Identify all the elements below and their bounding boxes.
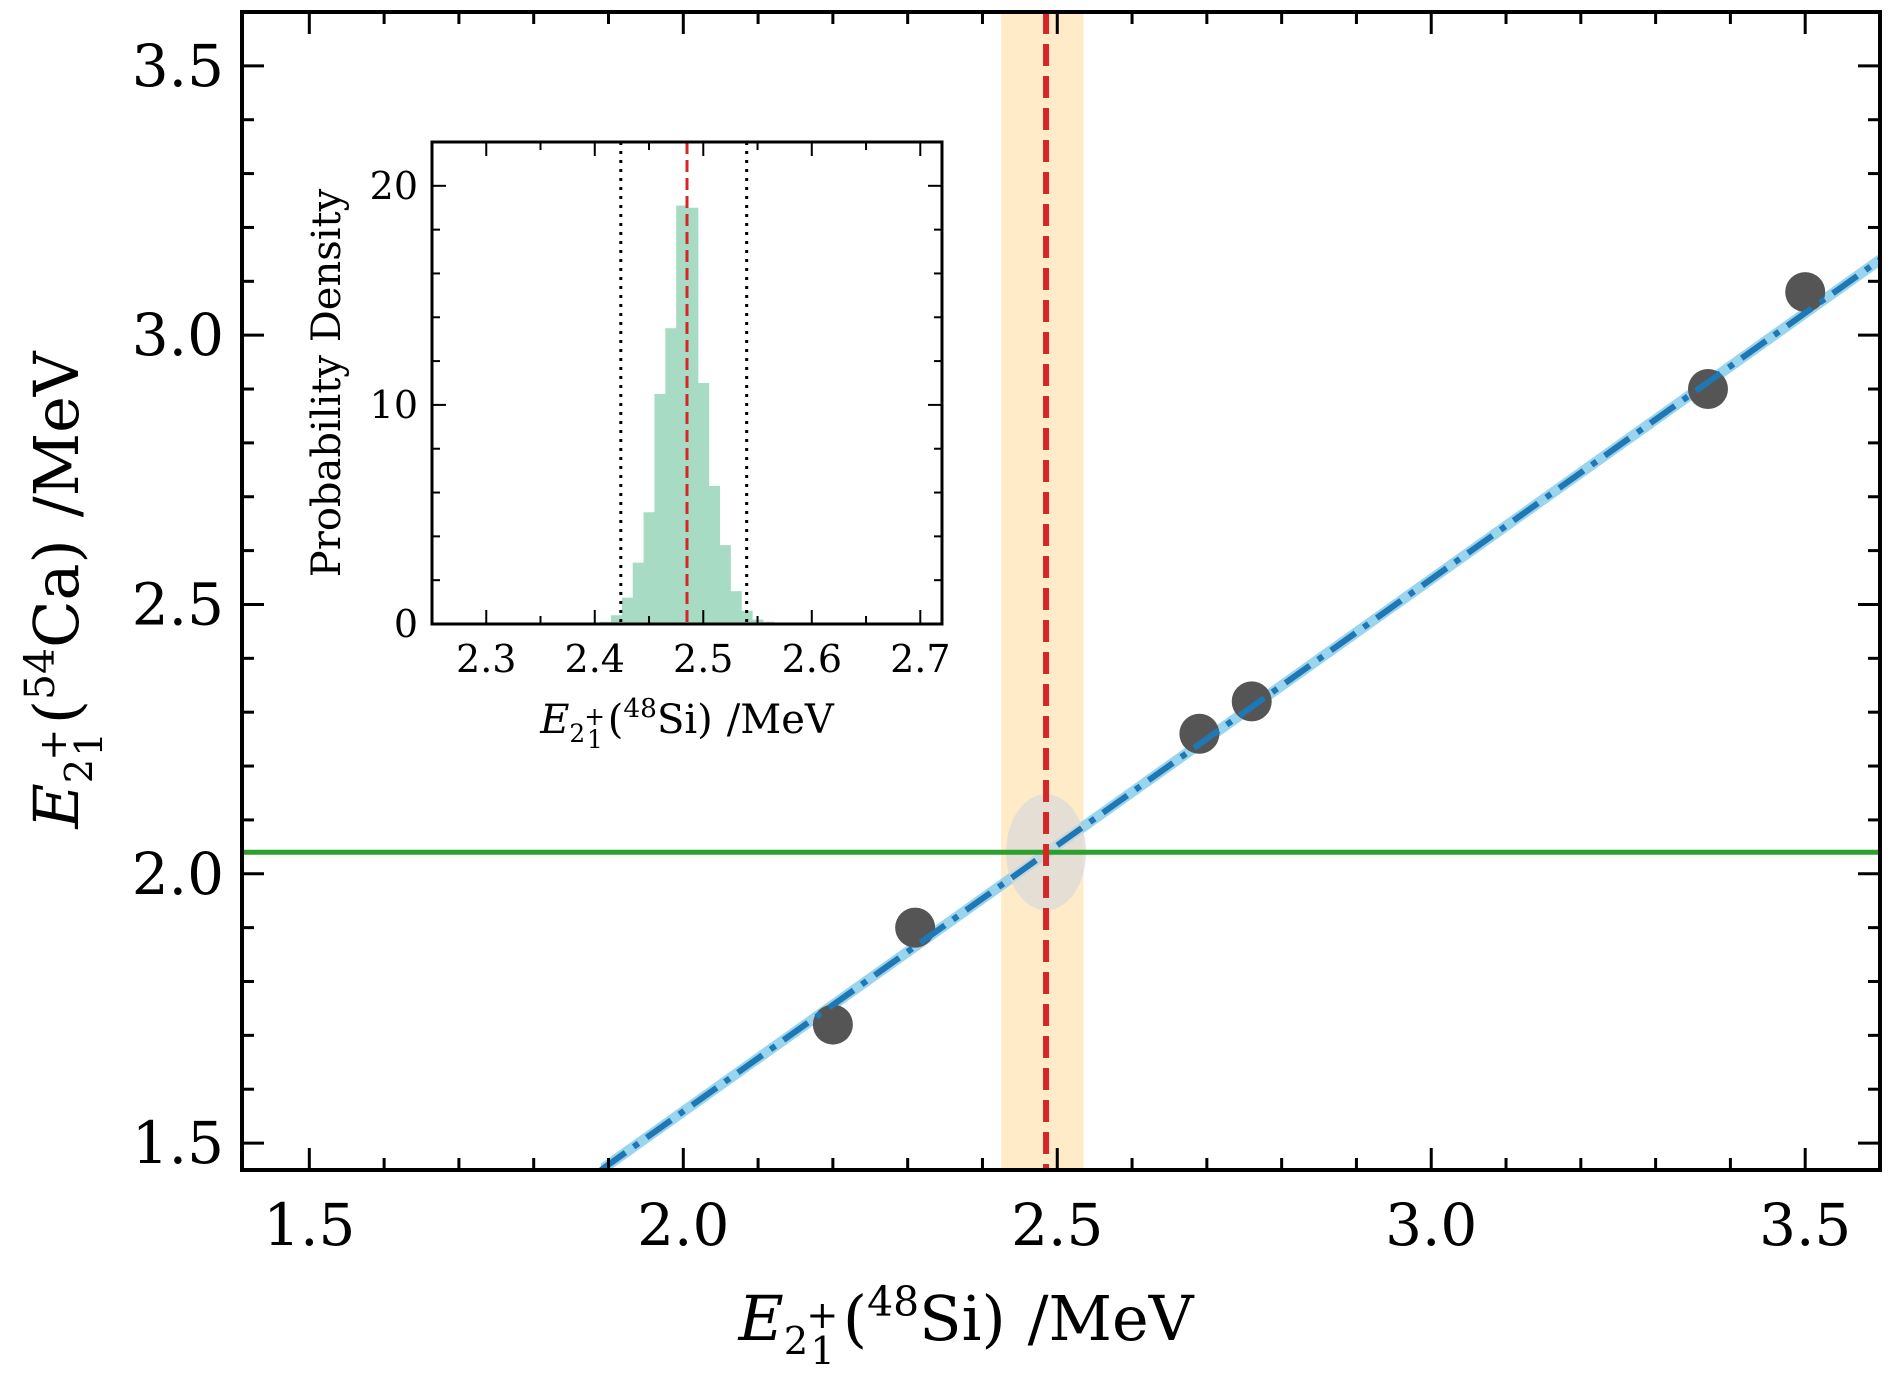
main-plot-area (242, 12, 1880, 1170)
inset-plot: 2.3 2.4 2.5 2.6 2.7 0 10 20 E2+ 1 (48Si)/MeV Prob… (304, 140, 951, 754)
main-x-axis-label: E2+ 1 (48Si)/MeV (738, 1278, 1195, 1374)
histogram-bar (665, 328, 677, 624)
inset-y-tick-label: 0 (394, 602, 418, 646)
vertical-uncertainty-band (1001, 12, 1084, 1170)
inset-x-tick-label: 2.6 (782, 637, 842, 681)
x-tick-label: 1.5 (263, 1191, 355, 1259)
histogram-bar (697, 383, 710, 624)
inset-x-tick-label: 2.7 (890, 637, 950, 681)
histogram-bar (632, 562, 645, 624)
y-tick-label: 1.5 (132, 1109, 224, 1177)
inset-tick-labels: 2.3 2.4 2.5 2.6 2.7 0 10 20 (370, 164, 951, 681)
histogram-bar (730, 591, 742, 624)
y-tick-label: 2.0 (132, 840, 224, 908)
histogram-bar (654, 393, 666, 624)
inset-y-tick-label: 20 (370, 164, 418, 208)
inset-x-tick-label: 2.4 (565, 637, 625, 681)
data-point (1179, 713, 1220, 754)
data-point (1231, 681, 1272, 722)
y-tick-label: 3.5 (132, 32, 224, 100)
inset-x-tick-label: 2.3 (456, 637, 516, 681)
data-point (1687, 369, 1728, 410)
inset-x-tick-label: 2.5 (673, 637, 733, 681)
main-plot: 1.5 2.0 2.5 3.0 3.5 1.5 2.0 2.5 3.0 3.5 E2+ 1 (48Si… (16, 10, 1882, 1374)
inset-x-axis-label: E2+ 1 (48Si)/MeV (539, 693, 835, 754)
inset-plot-area (600, 142, 775, 624)
inset-y-axis-label: Probability Density (304, 188, 350, 577)
histogram-bar (676, 205, 688, 624)
y-tick-label: 2.5 (132, 570, 224, 638)
main-y-axis-label: E2+1(54Ca)/MeV (16, 350, 112, 829)
data-point (1785, 272, 1826, 313)
main-plot-frame (240, 10, 1882, 1172)
y-tick-label: 3.0 (132, 301, 224, 369)
fit-line (599, 257, 1880, 1170)
histogram-bar (611, 615, 623, 624)
main-tick-labels: 1.5 2.0 2.5 3.0 3.5 1.5 2.0 2.5 3.0 3.5 (132, 32, 1852, 1259)
histogram-bar (719, 545, 731, 624)
histogram-bar (687, 207, 699, 624)
histogram-bar (643, 512, 655, 624)
x-tick-label: 3.5 (1759, 1191, 1851, 1259)
histogram-bar (708, 485, 721, 624)
x-tick-label: 3.0 (1385, 1191, 1477, 1259)
data-point (812, 1004, 853, 1045)
inset-y-tick-label: 10 (370, 383, 418, 427)
x-tick-label: 2.0 (637, 1191, 729, 1259)
inset-plot-frame (430, 140, 944, 626)
histogram-bar (621, 597, 634, 624)
x-tick-label: 2.5 (1011, 1191, 1103, 1259)
histogram-bar (741, 610, 753, 624)
data-point (895, 907, 936, 948)
